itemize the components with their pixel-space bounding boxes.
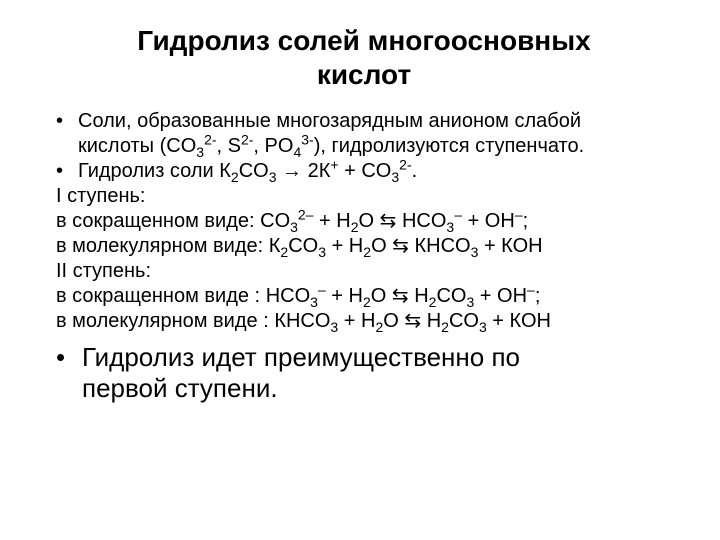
bullet-1: Соли, образованные многозарядным анионом… bbox=[56, 109, 672, 159]
sup: – bbox=[318, 282, 326, 298]
label: в сокращенном виде bbox=[56, 285, 249, 307]
title-line-1: Гидролиз солей многоосновных bbox=[137, 25, 590, 56]
title-line-2: кислот bbox=[317, 59, 411, 90]
slide: Гидролиз солей многоосновных кислот Соли… bbox=[0, 0, 720, 540]
step2-label: II ступень: bbox=[56, 259, 672, 284]
eq-m: + H bbox=[314, 210, 351, 232]
sup: – bbox=[527, 282, 535, 298]
eq-l: КНCO bbox=[274, 310, 330, 332]
eq-r: + OH bbox=[462, 210, 515, 232]
eq-r: + КОН bbox=[478, 235, 542, 257]
sub: 3 bbox=[310, 294, 318, 310]
sup: + bbox=[330, 157, 338, 173]
sub: 2 bbox=[231, 169, 239, 185]
b2-2: CO bbox=[239, 160, 269, 182]
colon: : bbox=[258, 310, 269, 332]
sub: 3 bbox=[318, 244, 326, 260]
step2-ionic: в сокращенном виде : HCO3– + H2O ⇆ H2CO3… bbox=[56, 284, 672, 309]
label: в сокращенном виде bbox=[56, 210, 249, 232]
eq-r2: + OH bbox=[474, 285, 527, 307]
semi: ; bbox=[535, 285, 541, 307]
sub: 2 bbox=[363, 244, 371, 260]
conclusion-line-2: первой ступени. bbox=[82, 373, 278, 403]
eq-r1: CO bbox=[436, 285, 466, 307]
eq-eq: O ⇆ H bbox=[371, 285, 429, 307]
b1-line2-4: ), гидролизуются ступенчато. bbox=[314, 135, 585, 157]
sub: 2 bbox=[441, 319, 449, 335]
eq-r1: CO bbox=[449, 310, 479, 332]
sub: 3 bbox=[290, 219, 298, 235]
b2-4: + CO bbox=[339, 160, 392, 182]
sub: 2 bbox=[363, 294, 371, 310]
eq-l2: CO bbox=[288, 235, 318, 257]
eq-l1: К bbox=[269, 235, 281, 257]
step1-ionic: в сокращенном виде: CO32– + H2O ⇆ HCO3– … bbox=[56, 209, 672, 234]
sup: 2- bbox=[204, 132, 216, 148]
eq-l: CO bbox=[260, 210, 290, 232]
step1-molecular: в молекулярном виде: К2CO3 + H2O ⇆ КНCO3… bbox=[56, 234, 672, 259]
sub: 3 bbox=[479, 319, 487, 335]
eq-eq: O ⇆ H bbox=[383, 310, 441, 332]
eq-m: + H bbox=[326, 235, 363, 257]
colon: : bbox=[249, 285, 260, 307]
slide-title: Гидролиз солей многоосновных кислот bbox=[56, 24, 672, 91]
sup: – bbox=[515, 207, 523, 223]
b2-1: Гидролиз соли К bbox=[78, 160, 231, 182]
b1-line1: Соли, образованные многозарядным анионом… bbox=[78, 110, 581, 132]
eq-l: HCO bbox=[266, 285, 310, 307]
eq-eq: O ⇆ HCO bbox=[359, 210, 447, 232]
sub: 2 bbox=[351, 219, 359, 235]
sup: 2– bbox=[298, 207, 314, 223]
b1-line2-3: , PO bbox=[253, 135, 293, 157]
step1-label: I ступень: bbox=[56, 184, 672, 209]
conclusion-bullet: Гидролиз идет преимущественно по первой … bbox=[56, 342, 672, 404]
b2-3: → 2К bbox=[276, 160, 330, 182]
sub: 3 bbox=[391, 169, 399, 185]
eq-eq: O ⇆ КНCO bbox=[371, 235, 471, 257]
conclusion-line-1: Гидролиз идет преимущественно по bbox=[82, 342, 520, 372]
eq-m: + H bbox=[326, 285, 363, 307]
sub: 3 bbox=[196, 144, 204, 160]
bullet-2: Гидролиз соли К2CO3 → 2К+ + CO32-. bbox=[56, 159, 672, 184]
b2-5: . bbox=[412, 160, 418, 182]
b1-line2-2: , S bbox=[217, 135, 241, 157]
sup: 3- bbox=[301, 132, 313, 148]
sup: – bbox=[454, 207, 462, 223]
eq-r2: + КОН bbox=[487, 310, 551, 332]
semi: ; bbox=[523, 210, 529, 232]
sup: 2- bbox=[399, 157, 411, 173]
sup: 2- bbox=[241, 132, 253, 148]
label: в молекулярном виде bbox=[56, 310, 258, 332]
colon: : bbox=[249, 210, 255, 232]
step2-molecular: в молекулярном виде : КНCO3 + H2O ⇆ H2CO… bbox=[56, 309, 672, 334]
body-text: Соли, образованные многозарядным анионом… bbox=[56, 109, 672, 334]
conclusion: Гидролиз идет преимущественно по первой … bbox=[56, 342, 672, 404]
eq-m: + H bbox=[338, 310, 375, 332]
b1-line2-1: кислоты (CO bbox=[78, 135, 196, 157]
label: в молекулярном виде bbox=[56, 235, 258, 257]
